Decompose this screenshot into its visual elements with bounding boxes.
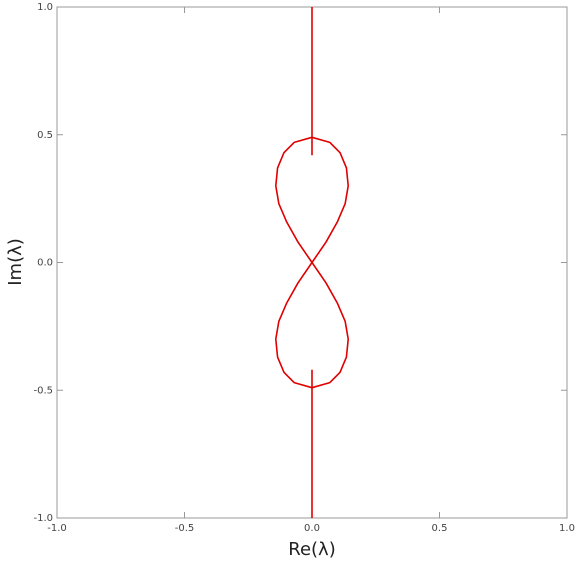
x-tick-label: 0.5	[432, 523, 448, 534]
x-axis-label: Re(λ)	[288, 539, 335, 560]
y-tick-label: -1.0	[33, 513, 53, 524]
y-tick-label: -0.5	[33, 385, 53, 396]
y-tick-label: 0.0	[37, 258, 53, 269]
x-tick-label: 1.0	[559, 523, 575, 534]
x-tick-label: 0.0	[304, 523, 320, 534]
curve	[274, 136, 350, 389]
y-tick-label: 1.0	[37, 2, 53, 13]
y-tick-label: 0.5	[37, 130, 53, 141]
x-tick-label: -1.0	[47, 523, 67, 534]
y-axis-label: Im(λ)	[5, 238, 26, 286]
x-tick-label: -0.5	[175, 523, 195, 534]
